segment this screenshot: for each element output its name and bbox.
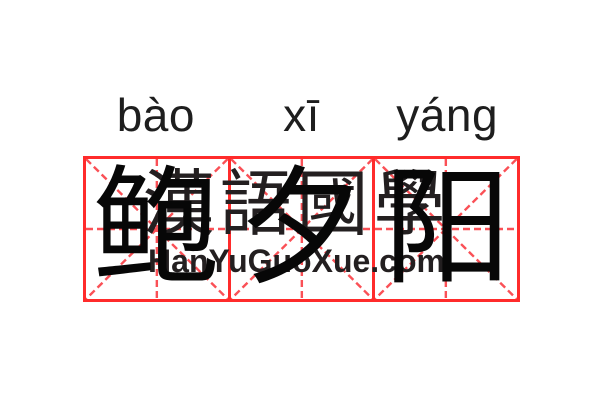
pinyin-row: bào xī yáng: [83, 90, 520, 140]
pinyin-syllable-2: xī: [283, 89, 320, 141]
grid-cell-2: [227, 159, 373, 299]
mizige-grid-lines-icon: [230, 159, 373, 299]
pinyin-syllable-1: bào: [116, 89, 195, 141]
grid-cell-3: [372, 159, 518, 299]
watermark-url: HanYuGuoXue.com: [148, 243, 445, 279]
mizige-grid-lines-icon: [375, 159, 518, 299]
grid-cell-1: [86, 159, 228, 299]
pinyin-syllable-3: yáng: [396, 89, 499, 141]
writing-grid: [83, 156, 520, 302]
mizige-grid-lines-icon: [86, 159, 228, 299]
watermark-hanzi: 漢語國學: [142, 162, 451, 246]
